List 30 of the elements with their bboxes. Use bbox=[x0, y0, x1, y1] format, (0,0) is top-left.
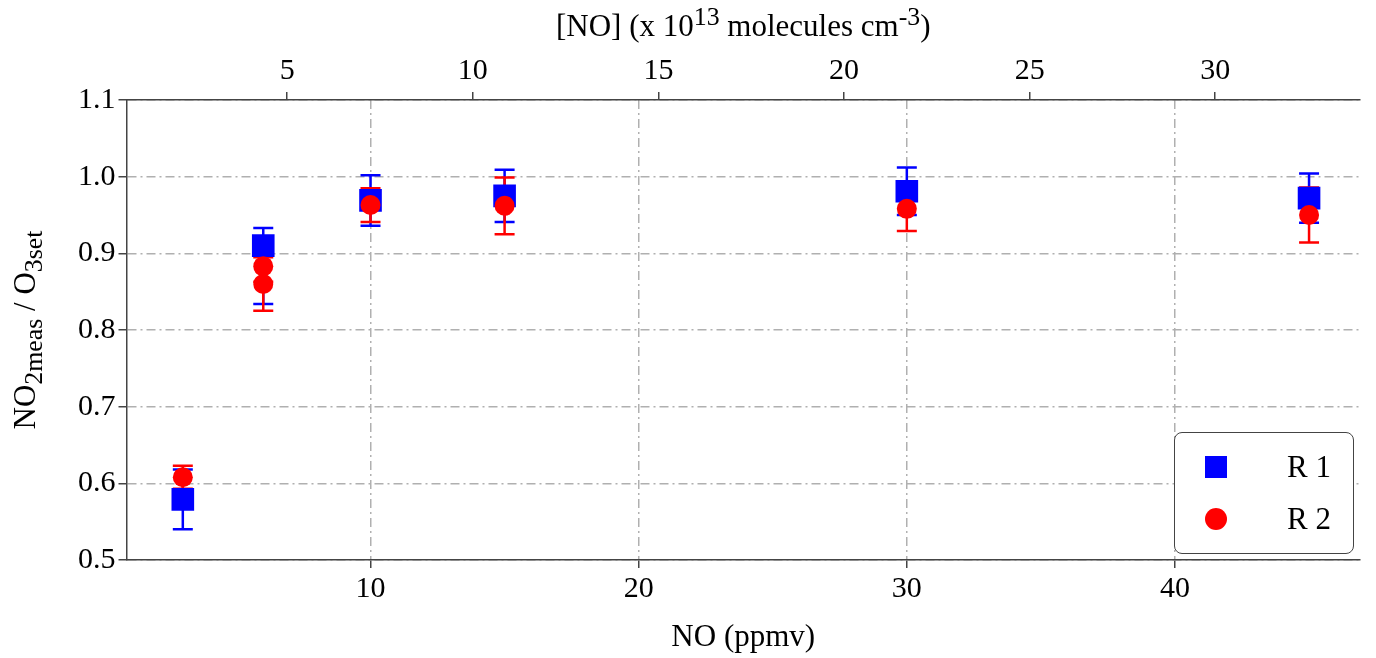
point bbox=[494, 195, 515, 216]
x-tick-label: 40 bbox=[1159, 569, 1190, 603]
legend-label: R 1 bbox=[1287, 449, 1331, 485]
x2-axis-title: [NO] (x 10$^{13}$ molecules cm$^{-3}$) bbox=[556, 2, 931, 45]
point bbox=[253, 274, 274, 294]
point bbox=[896, 198, 917, 219]
x2-tick-label: 25 bbox=[1014, 51, 1045, 85]
x2-tick-label: 5 bbox=[279, 51, 295, 85]
point bbox=[251, 234, 275, 257]
x-tick-label: 20 bbox=[623, 569, 654, 603]
x2-tick-label: 20 bbox=[829, 51, 860, 85]
y-tick-label: 0.7 bbox=[78, 387, 116, 421]
x2-tick-label: 10 bbox=[457, 51, 488, 85]
x2-tick-label: 15 bbox=[643, 51, 674, 85]
y-tick-label: 1.1 bbox=[78, 80, 116, 114]
x-axis-title: NO (ppmv) bbox=[671, 618, 816, 654]
legend-label: R 2 bbox=[1287, 501, 1331, 537]
point bbox=[1299, 205, 1320, 225]
x-tick-label: 10 bbox=[355, 569, 386, 603]
point bbox=[360, 195, 381, 216]
point bbox=[895, 179, 919, 203]
y-tick-label: 1.0 bbox=[78, 157, 116, 191]
x-tick-label: 30 bbox=[891, 569, 922, 603]
y-tick-label: 0.9 bbox=[78, 234, 116, 268]
y-tick-label: 0.5 bbox=[78, 540, 116, 574]
point bbox=[171, 488, 195, 511]
y-tick-label: 0.6 bbox=[78, 464, 116, 498]
point bbox=[253, 256, 274, 277]
x2-tick-label: 30 bbox=[1200, 51, 1231, 85]
y-tick-label: 0.8 bbox=[78, 310, 116, 344]
